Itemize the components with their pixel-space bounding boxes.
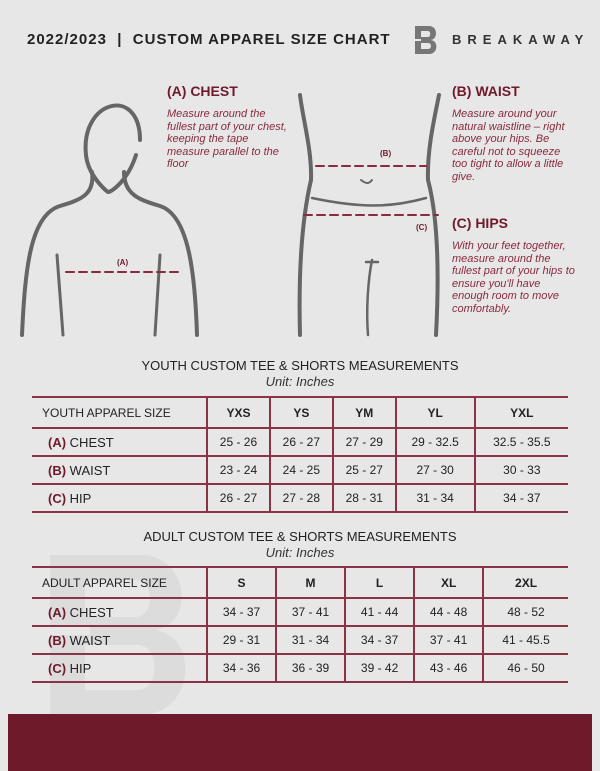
table-header-row: YOUTH APPAREL SIZE YXS YS YM YL YXL <box>32 396 568 428</box>
cell: 44 - 48 <box>413 597 484 626</box>
cell: 27 - 29 <box>331 427 396 456</box>
youth-unit: Unit: Inches <box>265 374 335 389</box>
header-cell: YXL <box>473 396 568 428</box>
header-cell: YOUTH APPAREL SIZE <box>32 396 207 428</box>
cell: 37 - 41 <box>275 597 346 626</box>
cell: 30 - 33 <box>473 455 568 484</box>
row-label: (A) CHEST <box>32 427 207 456</box>
table-row: (A) CHEST 34 - 37 37 - 41 41 - 44 44 - 48 48 … <box>32 597 568 626</box>
footer-band <box>8 714 592 771</box>
cell: 25 - 27 <box>331 455 396 484</box>
cell: 26 - 27 <box>268 427 333 456</box>
cell: 37 - 41 <box>413 625 484 654</box>
row-letter: (A) <box>48 434 67 450</box>
cell: 27 - 30 <box>394 455 475 484</box>
chest-heading: (A) CHEST <box>167 83 238 99</box>
cell: 29 - 32.5 <box>394 427 475 456</box>
cell: 26 - 27 <box>206 483 270 513</box>
table-header-row: ADULT APPAREL SIZE S M L XL 2XL <box>32 566 568 598</box>
table-row: (C) HIP 34 - 36 36 - 39 39 - 42 43 - 46 46 - … <box>32 653 568 683</box>
waist-heading: (B) WAIST <box>452 83 520 99</box>
header-cell: L <box>344 566 415 598</box>
cell: 29 - 31 <box>205 625 277 654</box>
header-cell: YM <box>331 396 396 428</box>
row-letter: (B) <box>48 462 67 478</box>
adult-size-table: ADULT APPAREL SIZE S M L XL 2XL (A) CHEST 34 -… <box>32 566 568 683</box>
adult-table-title: ADULT CUSTOM TEE & SHORTS MEASUREMENTS <box>143 529 457 544</box>
cell: 31 - 34 <box>394 483 475 513</box>
chest-description: Measure around the fullest part of your … <box>167 108 287 171</box>
table-row: (B) WAIST 23 - 24 24 - 25 25 - 27 27 - 30 30 … <box>32 455 568 484</box>
row-letter: (C) <box>48 490 67 506</box>
youth-table-title: YOUTH CUSTOM TEE & SHORTS MEASUREMENTS <box>141 358 459 373</box>
cell: 36 - 39 <box>275 653 346 683</box>
cell: 32.5 - 35.5 <box>473 427 568 456</box>
hips-marker: (C) <box>416 223 428 232</box>
row-label: (C) HIP <box>32 653 207 683</box>
table-row: (B) WAIST 29 - 31 31 - 34 34 - 37 37 - 41 41 … <box>32 625 568 654</box>
row-label: (C) HIP <box>32 483 207 513</box>
row-name: WAIST <box>69 462 111 478</box>
waist-description: Measure around your natural waistline – … <box>452 108 565 183</box>
header-cell: YS <box>268 396 333 428</box>
cell: 34 - 36 <box>205 653 277 683</box>
cell: 31 - 34 <box>275 625 346 654</box>
cell: 27 - 28 <box>268 483 333 513</box>
cell: 25 - 26 <box>206 427 270 456</box>
header-cell: YXS <box>206 396 270 428</box>
header-cell: ADULT APPAREL SIZE <box>32 566 207 598</box>
waist-marker: (B) <box>380 149 392 158</box>
cell: 48 - 52 <box>482 597 568 626</box>
row-name: WAIST <box>69 632 111 648</box>
cell: 34 - 37 <box>205 597 277 626</box>
cell: 41 - 44 <box>344 597 415 626</box>
hips-description: With your feet together, measure around … <box>452 240 575 315</box>
row-name: CHEST <box>69 434 114 450</box>
youth-size-table: YOUTH APPAREL SIZE YXS YS YM YL YXL (A) CHEST… <box>32 396 568 513</box>
row-label: (B) WAIST <box>32 625 207 654</box>
table-row: (A) CHEST 25 - 26 26 - 27 27 - 29 29 - 32.5 3… <box>32 427 568 456</box>
page-title: 2022/2023 | CUSTOM APPAREL SIZE CHART <box>27 31 391 48</box>
cell: 41 - 45.5 <box>482 625 568 654</box>
row-label: (A) CHEST <box>32 597 207 626</box>
header-cell: YL <box>394 396 475 428</box>
cell: 39 - 42 <box>344 653 415 683</box>
header-cell: S <box>205 566 277 598</box>
row-name: HIP <box>69 490 92 506</box>
header-cell: M <box>275 566 346 598</box>
body-illustration <box>20 93 441 337</box>
row-letter: (A) <box>48 604 67 620</box>
adult-unit: Unit: Inches <box>265 545 335 560</box>
header-cell: 2XL <box>482 566 568 598</box>
hips-heading: (C) HIPS <box>452 215 508 231</box>
breakaway-logo-icon <box>407 26 437 54</box>
row-name: HIP <box>69 660 92 676</box>
cell: 34 - 37 <box>344 625 415 654</box>
brand-name: BREAKAWAY <box>452 32 590 47</box>
chest-marker: (A) <box>117 258 129 267</box>
row-label: (B) WAIST <box>32 455 207 484</box>
cell: 24 - 25 <box>268 455 333 484</box>
cell: 34 - 37 <box>473 483 568 513</box>
table-row: (C) HIP 26 - 27 27 - 28 28 - 31 31 - 34 34 - … <box>32 483 568 513</box>
cell: 43 - 46 <box>413 653 484 683</box>
header-cell: XL <box>413 566 484 598</box>
row-letter: (C) <box>48 660 67 676</box>
cell: 23 - 24 <box>206 455 270 484</box>
cell: 28 - 31 <box>331 483 396 513</box>
row-name: CHEST <box>69 604 114 620</box>
cell: 46 - 50 <box>482 653 568 683</box>
row-letter: (B) <box>48 632 67 648</box>
